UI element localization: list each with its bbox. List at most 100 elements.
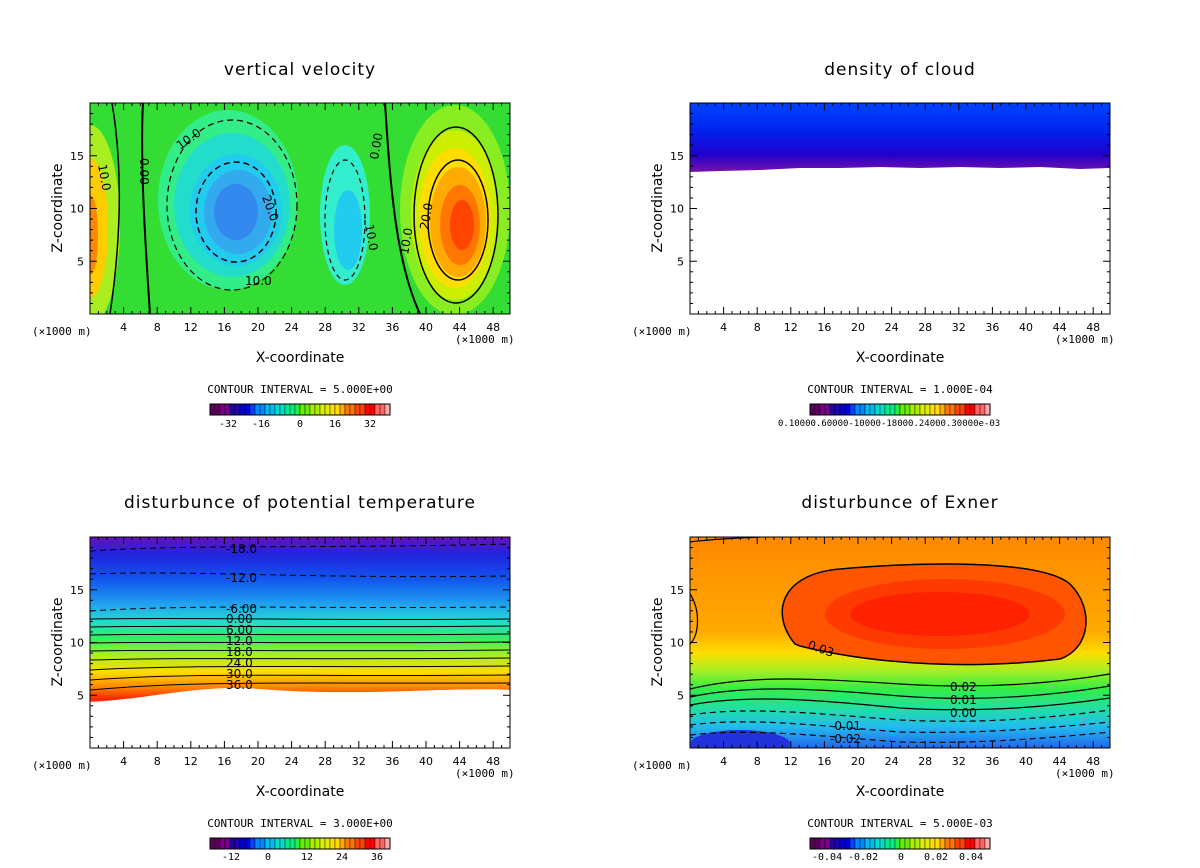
contour-label: 20.0: [417, 202, 435, 231]
colorbar-cell: [259, 837, 266, 850]
field-region: [690, 103, 1110, 172]
x-tick-label: 24: [885, 755, 899, 768]
colorbar-cell: [859, 403, 866, 416]
x-tick-label: 4: [120, 321, 127, 334]
contour-line: [90, 649, 510, 652]
chart-title: density of cloud: [824, 60, 976, 80]
colorbar-cell: [224, 837, 231, 850]
colorbar-tick-label: 16: [329, 419, 342, 430]
contour-interval: CONTOUR INTERVAL = 1.000E-04: [807, 383, 993, 396]
colorbar-cell: [249, 403, 256, 416]
colorbar-cell: [959, 837, 966, 850]
contour-line: [690, 673, 1110, 690]
x-tick-label: 4: [120, 755, 127, 768]
x-tick-label: 20: [251, 321, 265, 334]
colorbar-cell: [294, 837, 301, 850]
contour-line: [90, 674, 510, 681]
contour-label: 10.0: [397, 227, 415, 256]
x-axis-title: X-coordinate: [856, 784, 945, 800]
colorbar-cell: [879, 837, 886, 850]
x-tick-label: 8: [754, 321, 761, 334]
x-unit-label: (×1000 m): [455, 333, 515, 346]
x-tick-label: 12: [184, 755, 198, 768]
contour-interval: CONTOUR INTERVAL = 3.000E+00: [207, 817, 393, 830]
colorbar-cell: [979, 837, 986, 850]
colorbar: [809, 403, 991, 416]
colorbar-cell: [219, 403, 226, 416]
y-axis-title: Z-coordinate: [650, 163, 666, 252]
colorbar-cell: [269, 403, 276, 416]
y-tick-label: 10: [670, 637, 684, 650]
contour-interval: CONTOUR INTERVAL = 5.000E+00: [207, 383, 393, 396]
x-tick-label: 12: [184, 321, 198, 334]
colorbar: [209, 837, 391, 850]
chart-title: disturbunce of Exner: [801, 493, 999, 513]
colorbar-cell: [829, 403, 836, 416]
colorbar-cell: [224, 403, 231, 416]
colorbar-cell: [359, 403, 366, 416]
colorbar-cell: [974, 403, 981, 416]
colorbar: [809, 837, 991, 850]
colorbar-cell: [889, 403, 896, 416]
colorbar-cell: [209, 403, 216, 416]
colorbar-cell: [844, 403, 851, 416]
colorbar-cell: [884, 837, 891, 850]
colorbar-tick-label: -32: [219, 419, 238, 430]
colorbar-cell: [959, 403, 966, 416]
plot-exner: 0.03 0.02 0.01 0.00 -0.01 -0.02 4 8 12 16 20…: [632, 536, 1115, 800]
colorbar-cell: [284, 403, 291, 416]
contour-line: [690, 685, 1110, 699]
contour-line: [90, 543, 510, 552]
x-axis-title: X-coordinate: [256, 350, 345, 366]
colorbar-cell: [234, 837, 241, 850]
colorbar-cell: [244, 837, 251, 850]
colorbar-cell: [289, 837, 296, 850]
x-tick-label: 36: [385, 321, 399, 334]
y-tick-label: 5: [677, 689, 684, 702]
x-unit-label: (×1000 m): [1055, 333, 1115, 346]
colorbar-cell: [819, 837, 826, 850]
contour-line: [90, 633, 510, 636]
colorbar-cell: [869, 403, 876, 416]
x-tick-label: 28: [918, 321, 932, 334]
x-tick-label: 16: [217, 755, 231, 768]
contour-line: [384, 103, 421, 314]
y-tick-label: 5: [77, 255, 84, 268]
colorbar-cell: [314, 837, 321, 850]
contour-label: 0.00: [137, 158, 151, 185]
colorbar-cell: [824, 837, 831, 850]
colorbar-cell: [364, 403, 371, 416]
colorbar-cell: [339, 403, 346, 416]
y-tick-label: 15: [670, 584, 684, 597]
colorbar-cell: [304, 403, 311, 416]
colorbar-cell: [274, 837, 281, 850]
contour-line: [90, 572, 510, 578]
contour-label: 30.0: [226, 667, 253, 681]
colorbar-cell: [864, 403, 871, 416]
contour-line: [690, 593, 699, 645]
contour-line: [324, 159, 366, 281]
colorbar-cell: [324, 403, 331, 416]
x-tick-label: 44: [1053, 755, 1067, 768]
colorbar-cell: [839, 403, 846, 416]
colorbar-cell: [914, 403, 921, 416]
x-tick-label: 8: [154, 755, 161, 768]
x-tick-label: 20: [251, 755, 265, 768]
colorbar-cell: [364, 837, 371, 850]
colorbar-tick-label: -12: [222, 852, 241, 863]
colorbar-cell: [914, 837, 921, 850]
colorbar-cell: [369, 403, 376, 416]
colorbar-cell: [264, 837, 271, 850]
x-unit-label: (×1000 m): [455, 767, 515, 780]
colorbar-cell: [934, 837, 941, 850]
colorbar-cell: [949, 403, 956, 416]
y-tick-label: 10: [70, 637, 84, 650]
contour-line: [166, 119, 298, 291]
colorbar-cell: [834, 837, 841, 850]
z-unit-label: (×1000 m): [32, 325, 92, 338]
field-region: [90, 687, 510, 748]
colorbar-cell: [259, 403, 266, 416]
contour-line: [690, 709, 1110, 722]
contour-line: [90, 625, 510, 628]
x-tick-label: 48: [1086, 321, 1100, 334]
